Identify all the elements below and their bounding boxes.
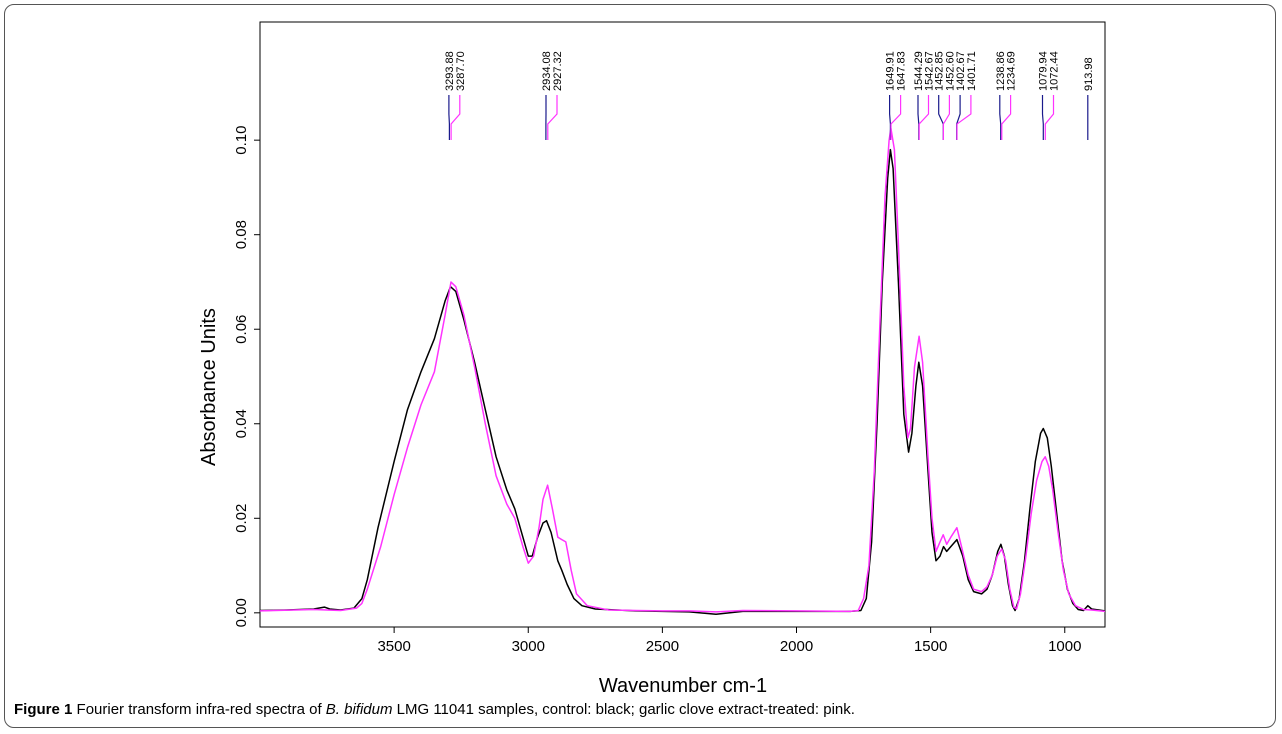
x-axis-title: Wavenumber cm-1 xyxy=(599,675,767,697)
peak-label: 1072.44 xyxy=(1049,51,1061,91)
peak-label: 1542.67 xyxy=(924,51,936,91)
peak-label: 1401.71 xyxy=(966,51,978,91)
peak-marker xyxy=(1044,95,1055,140)
peak-label: 1647.83 xyxy=(896,51,908,91)
series-line-treated xyxy=(260,127,1105,613)
peak-marker xyxy=(918,95,930,140)
peak-label: 1234.69 xyxy=(1006,51,1018,91)
peak-label: 1452.60 xyxy=(944,51,956,91)
peak-marker xyxy=(999,95,1002,140)
peak-label: 2934.08 xyxy=(541,51,553,91)
y-tick-label: 0.02 xyxy=(233,504,250,533)
caption-text-pre: Fourier transform infra-red spectra of xyxy=(72,701,326,718)
peak-label: 913.98 xyxy=(1083,57,1095,91)
figure-frame xyxy=(4,4,1276,728)
plot-area xyxy=(259,21,1106,628)
plot-border xyxy=(259,21,1106,628)
caption-text-post: LMG 11041 samples, control: black; garli… xyxy=(392,701,855,718)
caption-species: B. bifidum xyxy=(325,701,393,718)
x-tick-label: 2500 xyxy=(646,638,679,655)
y-axis-title: Absorbance Units xyxy=(198,308,220,466)
peak-label: 1238.86 xyxy=(995,51,1007,91)
peak-marker xyxy=(942,95,950,140)
peak-label: 1649.91 xyxy=(885,51,897,91)
y-tick-label: 0.06 xyxy=(233,315,250,344)
peak-marker xyxy=(956,95,972,140)
peak-label: 1544.29 xyxy=(913,51,925,91)
x-tick-label: 3500 xyxy=(377,638,410,655)
peak-marker xyxy=(890,95,902,140)
y-tick-label: 0.04 xyxy=(233,409,250,438)
y-tick-label: 0.08 xyxy=(233,220,250,249)
y-tick-label: 0.00 xyxy=(233,598,250,627)
peak-marker xyxy=(1041,95,1044,140)
y-tick-label: 0.10 xyxy=(233,126,250,155)
spectra-series xyxy=(260,127,1105,615)
peak-marker xyxy=(547,95,558,140)
x-tick-label: 1500 xyxy=(914,638,947,655)
peak-label: 3287.70 xyxy=(455,51,467,91)
figure-caption: Figure 1 Fourier transform infra-red spe… xyxy=(14,701,855,718)
figure-label: Figure 1 xyxy=(14,701,73,718)
peak-label: 1402.67 xyxy=(955,51,967,91)
peak-marker xyxy=(938,95,944,140)
x-tick-label: 2000 xyxy=(780,638,813,655)
peak-label: 1452.85 xyxy=(934,51,946,91)
peak-marker xyxy=(450,95,461,140)
x-tick-label: 1000 xyxy=(1048,638,1081,655)
series-line-control xyxy=(260,148,1105,615)
axis-ticks: 3500 3000 2500 2000 1500 1000 0.00 0.02 0.04 0.06… xyxy=(233,126,1081,655)
peak-label: 2927.32 xyxy=(552,51,564,91)
peak-marker xyxy=(1001,95,1012,140)
peak-label: 1079.94 xyxy=(1038,51,1050,91)
ftir-spectrum-chart: 3500 3000 2500 2000 1500 1000 0.00 0.02 0.04 0.06… xyxy=(198,21,1106,697)
peak-label: 3293.88 xyxy=(444,51,456,91)
x-tick-label: 3000 xyxy=(512,638,545,655)
peak-marker xyxy=(448,95,450,140)
